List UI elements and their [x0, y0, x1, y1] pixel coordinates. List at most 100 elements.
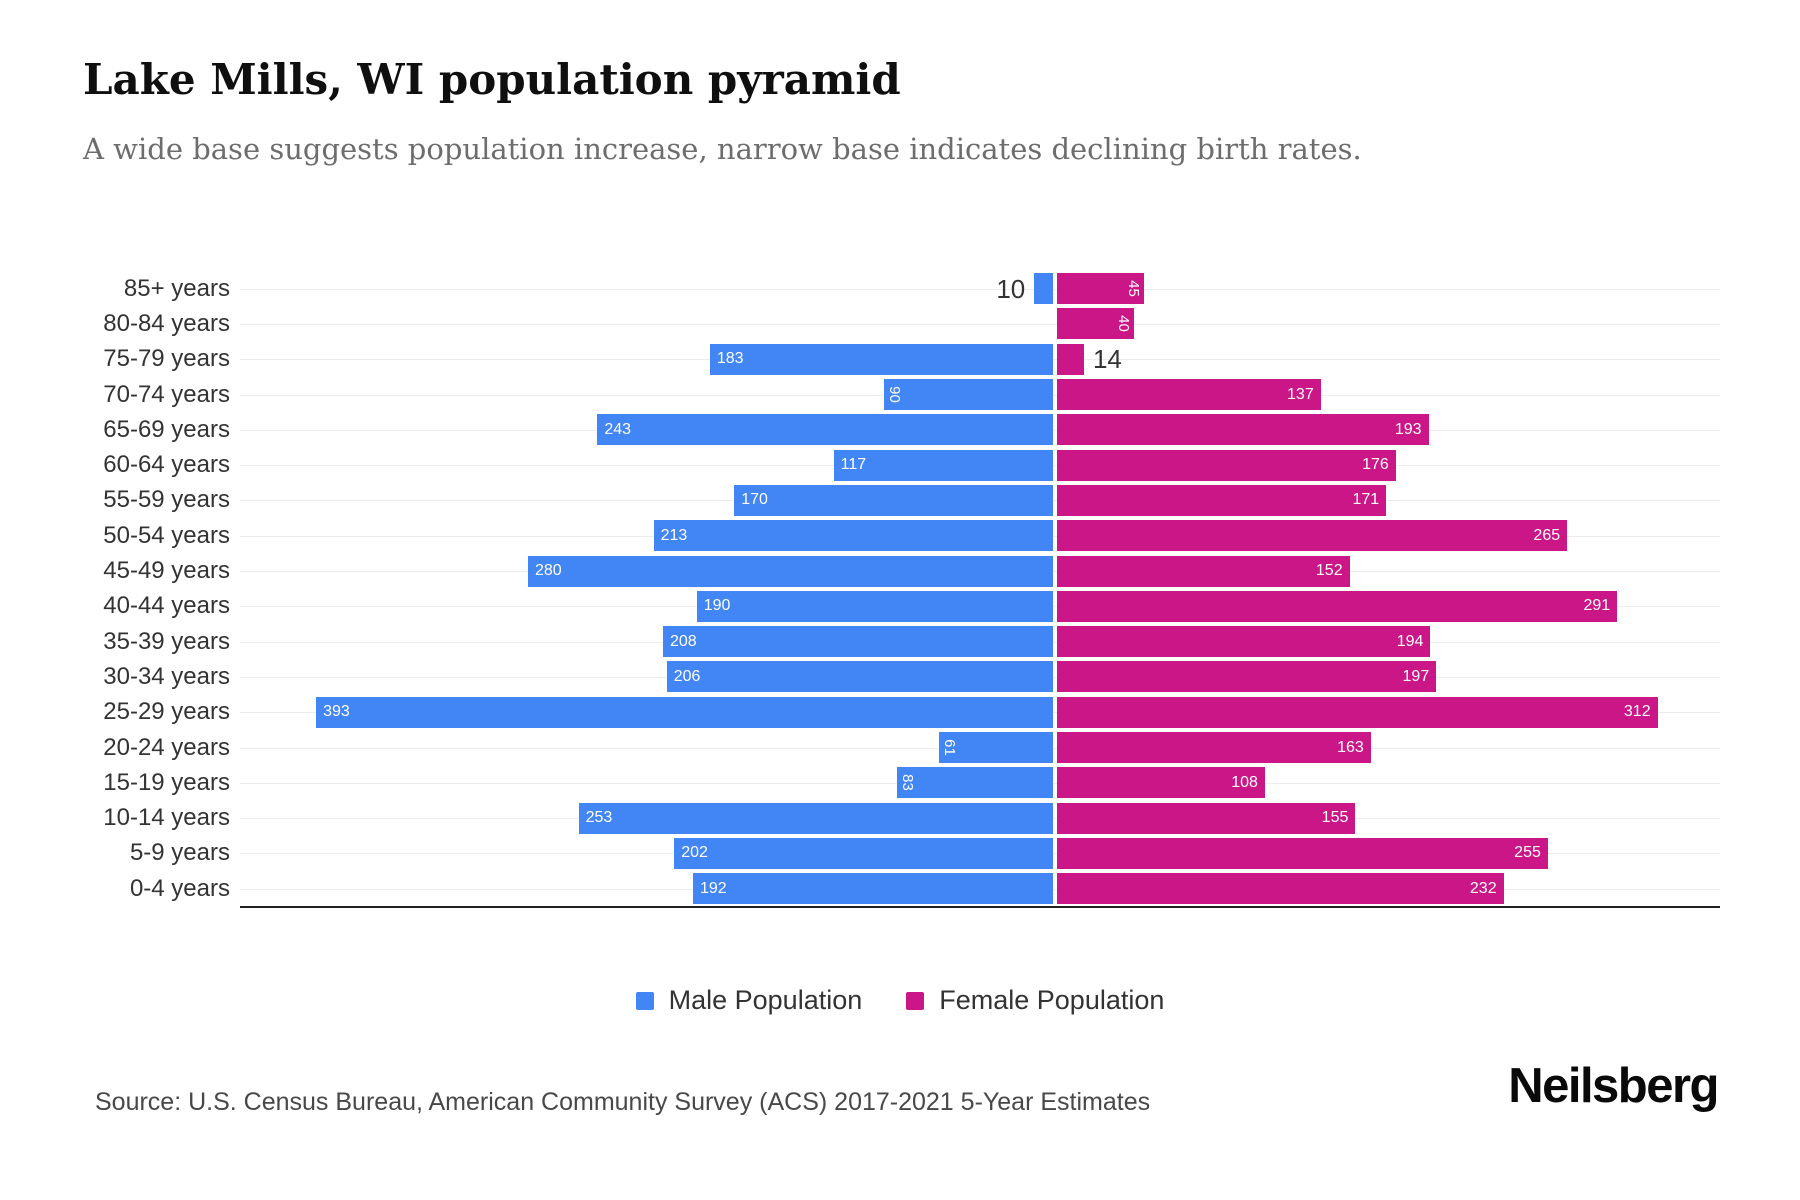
male-value-label: 61 — [940, 739, 958, 756]
female-value-label: 232 — [1469, 879, 1497, 897]
pyramid-row: 35-39 years 208 194 — [80, 624, 1720, 659]
x-axis-baseline — [240, 906, 1720, 909]
age-group-label: 45-49 years — [103, 557, 230, 585]
age-group-label: 0-4 years — [129, 874, 230, 902]
female-value-label: 45 — [1124, 280, 1142, 297]
male-bar: 61 — [938, 732, 1053, 763]
female-bar-zone: 193 — [1057, 414, 1720, 446]
male-bar-zone: 280 — [240, 555, 1053, 587]
pyramid-row: 20-24 years 61 163 — [80, 730, 1720, 765]
female-value-label: 193 — [1394, 420, 1422, 438]
male-bar-zone: 90 — [240, 379, 1053, 411]
female-bar-zone: 255 — [1057, 837, 1720, 869]
female-bar: 45 — [1057, 273, 1144, 305]
age-group-label: 20-24 years — [103, 733, 230, 761]
female-value-label: 14 — [1092, 344, 1122, 375]
male-bar-zone: 61 — [240, 732, 1053, 763]
female-legend-swatch-icon — [906, 991, 925, 1010]
age-group-label: 50-54 years — [103, 521, 230, 549]
female-value-label: 171 — [1352, 491, 1380, 509]
female-value-label: 312 — [1623, 703, 1651, 721]
female-bar: 193 — [1057, 414, 1429, 446]
female-bar: 163 — [1057, 732, 1371, 763]
female-value-label: 197 — [1402, 667, 1430, 685]
pyramid-row: 5-9 years 202 255 — [80, 836, 1720, 871]
male-bar-zone: 190 — [240, 590, 1053, 622]
male-bar-zone: 206 — [240, 661, 1053, 693]
female-value-label: 194 — [1396, 632, 1424, 650]
male-bar: 117 — [833, 449, 1053, 481]
female-bar: 194 — [1057, 626, 1431, 658]
age-group-label: 30-34 years — [103, 662, 230, 690]
male-bar-zone: 117 — [240, 449, 1053, 481]
male-value-label: 190 — [703, 597, 731, 615]
male-bar-zone: 192 — [240, 873, 1053, 905]
female-value-label: 265 — [1533, 526, 1561, 544]
pyramid-row: 45-49 years 280 152 — [80, 553, 1720, 588]
female-bar: 176 — [1057, 449, 1396, 481]
male-bar: 206 — [666, 661, 1053, 693]
age-group-label: 75-79 years — [103, 345, 230, 373]
male-bar-zone: 83 — [240, 767, 1053, 799]
female-bar: 108 — [1057, 767, 1265, 799]
age-group-label: 80-84 years — [103, 309, 230, 337]
pyramid-row: 40-44 years 190 291 — [80, 589, 1720, 624]
female-bar-zone: 163 — [1057, 732, 1720, 763]
age-group-label: 35-39 years — [103, 627, 230, 655]
female-bar-zone: 312 — [1057, 696, 1720, 728]
chart-title: Lake Mills, WI population pyramid — [83, 55, 901, 104]
pyramid-row: 10-14 years 253 155 — [80, 800, 1720, 835]
male-value-label: 202 — [681, 844, 708, 862]
male-value-label: 280 — [535, 562, 562, 580]
female-value-label: 176 — [1362, 456, 1389, 474]
age-group-label: 65-69 years — [103, 415, 230, 443]
female-value-label: 40 — [1115, 315, 1133, 333]
female-value-label: 137 — [1287, 385, 1314, 403]
male-bar-zone: 170 — [240, 484, 1053, 516]
pyramid-row: 85+ years 10 45 — [80, 271, 1720, 306]
pyramid-row: 25-29 years 393 312 — [80, 695, 1720, 730]
male-value-label: 208 — [670, 632, 697, 650]
male-bar-zone: 208 — [240, 626, 1053, 658]
female-value-label: 255 — [1514, 844, 1541, 862]
female-bar: 312 — [1057, 696, 1658, 728]
male-bar: 90 — [884, 379, 1053, 411]
pyramid-row: 15-19 years 83 108 — [80, 765, 1720, 800]
male-bar: 280 — [528, 555, 1053, 587]
age-group-label: 85+ years — [123, 274, 230, 302]
male-bar-zone: 253 — [240, 802, 1053, 834]
male-bar: 192 — [693, 873, 1053, 905]
pyramid-row: 55-59 years 170 171 — [80, 483, 1720, 518]
female-bar-zone: 137 — [1057, 379, 1720, 411]
female-bar: 197 — [1057, 661, 1437, 693]
legend-female-label: Female Population — [939, 985, 1165, 1015]
chart-subtitle: A wide base suggests population increase… — [83, 132, 1362, 166]
male-bar: 202 — [674, 837, 1053, 869]
female-bar: 155 — [1057, 802, 1356, 834]
female-bar: 265 — [1057, 520, 1568, 552]
legend-item-male: Male Population — [635, 985, 863, 1016]
pyramid-row: 50-54 years 213 265 — [80, 518, 1720, 553]
female-value-label: 108 — [1231, 773, 1258, 791]
female-bar-zone: 152 — [1057, 555, 1720, 587]
pyramid-row: 30-34 years 206 197 — [80, 659, 1720, 694]
female-bar-zone: 108 — [1057, 767, 1720, 799]
female-bar-zone: 291 — [1057, 590, 1720, 622]
legend-male-label: Male Population — [668, 985, 863, 1015]
male-bar — [1034, 273, 1053, 305]
female-bar: 232 — [1057, 873, 1504, 905]
male-value-label: 192 — [700, 879, 727, 897]
female-bar: 255 — [1057, 837, 1548, 869]
female-value-label: 155 — [1321, 809, 1349, 827]
female-bar-zone: 14 — [1057, 343, 1720, 375]
population-pyramid-plot: 85+ years 10 45 80-84 years 40 75-79 years 183… — [80, 271, 1720, 909]
male-bar: 393 — [316, 696, 1053, 728]
female-bar: 291 — [1057, 590, 1618, 622]
female-bar-zone: 45 — [1057, 273, 1720, 305]
male-value-label: 183 — [716, 350, 744, 368]
female-value-label: 152 — [1315, 562, 1343, 580]
female-bar-zone: 176 — [1057, 449, 1720, 481]
male-bar: 243 — [597, 414, 1053, 446]
male-bar: 183 — [709, 343, 1053, 375]
neilsberg-logo: Neilsberg — [1508, 1059, 1719, 1113]
